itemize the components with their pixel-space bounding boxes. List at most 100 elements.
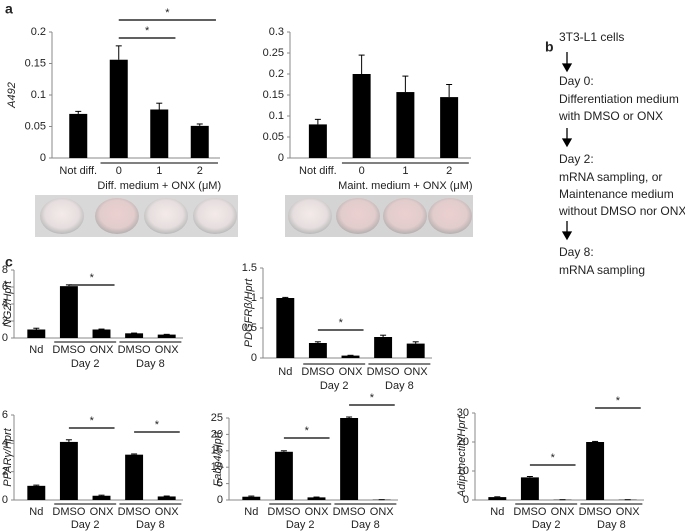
y-tick-label: 0.1	[269, 110, 284, 122]
y-tick-label: 5	[217, 478, 223, 490]
y-tick-label: 0.2	[269, 68, 284, 80]
x-tick-label: 0	[359, 165, 365, 177]
group-label: Maint. medium + ONX (μM)	[338, 180, 472, 192]
y-tick-label: 1	[251, 292, 257, 304]
x-tick-label: ONX	[616, 506, 641, 518]
y-axis-label: PDGFRβ/Hprt	[243, 278, 255, 348]
bar	[59, 441, 78, 500]
y-tick-label: 0.05	[25, 120, 46, 132]
x-tick-label: ONX	[90, 344, 115, 356]
y-tick-label: 0.15	[263, 89, 284, 101]
y-tick-label: 0	[2, 494, 8, 506]
bar	[274, 451, 293, 500]
y-tick-label: 0	[278, 152, 284, 164]
x-tick-label: DMSO	[301, 366, 334, 378]
x-tick-label: ONX	[339, 366, 364, 378]
x-tick-label: Nd	[490, 506, 504, 518]
group-label: Day 2	[320, 380, 349, 392]
flow-step: Maintenance medium	[559, 187, 674, 201]
x-tick-label: ONX	[404, 366, 429, 378]
group-label: Day 8	[136, 519, 165, 531]
bar	[520, 477, 539, 500]
bar	[27, 329, 46, 338]
x-tick-label: 1	[402, 165, 408, 177]
x-tick-label: ONX	[155, 344, 180, 356]
y-tick-label: 6	[2, 409, 8, 421]
significance-star: *	[305, 425, 310, 437]
x-tick-label: DMSO	[579, 506, 612, 518]
significance-star: *	[370, 392, 375, 404]
bar	[157, 496, 176, 500]
bar	[190, 125, 209, 158]
x-tick-label: DMSO	[333, 506, 366, 518]
y-axis-label: PPARγ/Hprt	[2, 427, 14, 486]
x-tick-label: 2	[446, 165, 452, 177]
x-tick-label: 1	[156, 165, 162, 177]
bar	[374, 337, 393, 358]
y-tick-label: 4	[2, 298, 8, 310]
x-tick-label: Not diff.	[299, 165, 337, 177]
group-label: Day 2	[71, 519, 100, 531]
bar	[92, 495, 111, 500]
flow-step: Day 8:	[559, 245, 594, 259]
significance-star: *	[616, 395, 621, 407]
x-tick-label: Nd	[29, 506, 43, 518]
x-tick-label: DMSO	[118, 506, 151, 518]
flow-arrows	[561, 52, 573, 241]
x-tick-label: ONX	[90, 506, 115, 518]
significance-star: *	[165, 7, 170, 19]
group-label: Day 8	[385, 380, 414, 392]
group-label: Day 8	[136, 358, 165, 370]
y-tick-label: 15	[211, 445, 223, 457]
y-tick-label: 0	[217, 494, 223, 506]
x-tick-label: ONX	[370, 506, 395, 518]
y-tick-label: 0	[40, 152, 46, 164]
bar	[276, 298, 295, 358]
y-axis-label: A492	[6, 82, 18, 109]
y-axis-label: NG2/Hprt	[2, 280, 14, 327]
flow-step: without DMSO nor ONX	[558, 204, 685, 218]
group-label: Diff. medium + ONX (μM)	[97, 180, 221, 192]
group-label: Day 8	[597, 519, 626, 531]
x-tick-label: DMSO	[52, 506, 85, 518]
y-tick-label: 20	[211, 428, 223, 440]
bar	[308, 124, 327, 158]
y-tick-label: 8	[2, 264, 8, 276]
significance-star: *	[339, 317, 344, 329]
x-tick-label: DMSO	[267, 506, 300, 518]
x-tick-label: Nd	[278, 366, 292, 378]
bar	[125, 454, 144, 500]
panel-label: b	[545, 39, 554, 55]
bar	[92, 329, 111, 338]
well-photo	[35, 195, 473, 237]
y-tick-label: 0	[2, 332, 8, 344]
flow-step: Day 0:	[559, 74, 594, 88]
y-axis-label: Fabp4/Hprt	[212, 431, 224, 487]
x-tick-label: ONX	[155, 506, 180, 518]
significance-star: *	[145, 25, 150, 37]
bar	[307, 497, 326, 500]
group-label: Day 8	[351, 519, 380, 531]
significance-star: *	[155, 419, 160, 431]
significance-star: *	[90, 272, 95, 284]
bar	[242, 496, 261, 500]
bar	[586, 442, 605, 500]
x-tick-label: Nd	[29, 344, 43, 356]
bar	[27, 485, 46, 500]
x-tick-label: 2	[197, 165, 203, 177]
bar	[340, 418, 359, 500]
significance-star: *	[551, 452, 556, 464]
group-label: Day 2	[286, 519, 315, 531]
y-axis-label: Adiponectin/Hprt	[456, 415, 468, 498]
x-tick-label: DMSO	[513, 506, 546, 518]
panel-label: c	[5, 254, 13, 270]
y-tick-label: 0.1	[31, 89, 46, 101]
flow-step: mRNA sampling	[559, 263, 645, 277]
y-tick-label: 0.25	[263, 47, 284, 59]
bar	[308, 343, 327, 358]
flow-step: with DMSO or ONX	[558, 109, 663, 123]
y-tick-label: 0.3	[269, 26, 284, 38]
x-tick-label: ONX	[551, 506, 576, 518]
y-tick-label: 0.15	[25, 57, 46, 69]
